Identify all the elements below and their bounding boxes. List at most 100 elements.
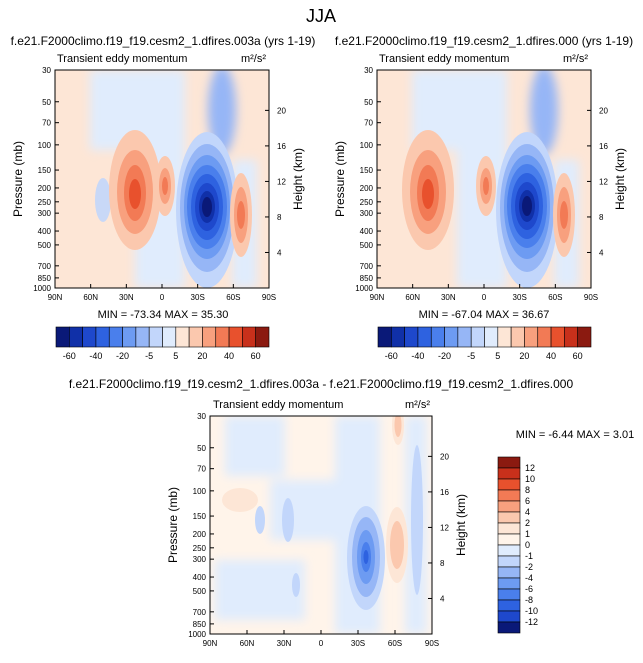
pressure-tick-label: 150 <box>193 512 207 521</box>
pressure-tick-label: 500 <box>193 587 207 596</box>
colorbar-box <box>497 610 521 623</box>
colorbar-label: 2 <box>525 518 530 528</box>
colorbar-box <box>457 326 472 348</box>
latitude-tick-label: 90N <box>203 639 218 648</box>
colorbar-label: 0 <box>525 540 530 550</box>
panel-a-units: m²/s² <box>241 53 266 65</box>
colorbar-label: 60 <box>573 351 583 361</box>
colorbar-label: -12 <box>525 617 538 627</box>
colorbar-box <box>497 478 521 491</box>
colorbar-box <box>564 326 578 348</box>
colorbar-box <box>497 467 521 480</box>
pressure-tick-label: 50 <box>197 444 206 453</box>
colorbar-box <box>497 588 521 601</box>
panel-a-title: f.e21.F2000climo.f19_f19.cesm2_1.dfires.… <box>11 34 316 48</box>
colorbar-box <box>82 326 97 348</box>
pressure-tick-label: 200 <box>360 184 374 193</box>
colorbar-label: -10 <box>525 606 538 616</box>
colorbar-box <box>135 326 150 348</box>
colorbar-label: 40 <box>546 351 556 361</box>
colorbar-label: -5 <box>145 351 153 361</box>
latitude-tick-label: 30N <box>119 293 134 302</box>
colorbar-box <box>497 500 521 513</box>
colorbar-box <box>148 326 163 348</box>
pressure-tick-label: 250 <box>38 198 52 207</box>
latitude-tick-label: 30S <box>351 639 365 648</box>
pressure-tick-label: 70 <box>197 465 206 474</box>
pressure-tick-label: 30 <box>42 66 51 75</box>
colorbar-box <box>497 544 521 557</box>
height-axis-label: Height (km) <box>454 494 468 556</box>
pressure-tick-label: 300 <box>193 555 207 564</box>
colorbar-label: 40 <box>224 351 234 361</box>
pressure-tick-label: 70 <box>364 119 373 128</box>
panel-a-plot <box>55 70 269 288</box>
colorbar-box <box>188 326 203 348</box>
height-tick-label: 12 <box>277 177 286 186</box>
latitude-tick-label: 60S <box>388 639 402 648</box>
height-tick-label: 20 <box>277 106 286 115</box>
colorbar-box <box>524 326 539 348</box>
panel-c-plot <box>210 416 432 634</box>
colorbar-label: -40 <box>89 351 102 361</box>
colorbar-box <box>69 326 83 348</box>
pressure-tick-label: 100 <box>38 141 52 150</box>
colorbar-box <box>497 522 521 535</box>
colorbar-label: -60 <box>63 351 76 361</box>
colorbar-label: 4 <box>525 507 530 517</box>
height-tick-label: 4 <box>599 248 604 257</box>
colorbar-box <box>162 326 177 348</box>
colorbar-box <box>202 326 217 348</box>
panel-c-title: f.e21.F2000climo.f19_f19.cesm2_1.dfires.… <box>69 377 574 391</box>
pressure-tick-label: 200 <box>38 184 52 193</box>
pressure-tick-label: 30 <box>364 66 373 75</box>
colorbar-label: 20 <box>519 351 529 361</box>
latitude-tick-label: 90N <box>48 293 63 302</box>
pressure-tick-label: 70 <box>42 119 51 128</box>
colorbar-box <box>550 326 565 348</box>
panel-a: f.e21.F2000climo.f19_f19.cesm2_1.dfires.… <box>11 34 316 361</box>
colorbar-box <box>417 326 432 348</box>
panel-b-colorbar: -60 -40 -20 -5 5 20 40 60 <box>377 326 592 361</box>
latitude-tick-label: 60S <box>548 293 562 302</box>
colorbar-label: -2 <box>525 562 533 572</box>
colorbar-box <box>255 326 270 348</box>
colorbar-label: 10 <box>525 474 535 484</box>
colorbar-box <box>242 326 256 348</box>
height-tick-label: 16 <box>440 488 449 497</box>
pressure-tick-label: 100 <box>360 141 374 150</box>
latitude-tick-label: 60N <box>83 293 98 302</box>
colorbar-label: -60 <box>385 351 398 361</box>
panel-b-minmax: MIN = -67.04 MAX = 36.67 <box>419 309 550 321</box>
colorbar-box <box>377 326 392 348</box>
pressure-tick-label: 850 <box>38 274 52 283</box>
panel-a-variable: Transient eddy momentum <box>57 53 187 65</box>
colorbar-box <box>228 326 243 348</box>
panel-b-units: m²/s² <box>563 53 588 65</box>
colorbar-label: 8 <box>525 485 530 495</box>
pressure-tick-label: 250 <box>360 198 374 207</box>
panel-b-pos-core-2 <box>476 156 496 216</box>
latitude-tick-label: 0 <box>160 293 165 302</box>
pressure-tick-label: 100 <box>193 487 207 496</box>
colorbar-box <box>497 489 521 502</box>
height-tick-label: 16 <box>277 142 286 151</box>
panel-c-axes: 305070100150200250300400500700850100090N… <box>166 412 468 648</box>
colorbar-box <box>497 621 521 634</box>
height-tick-label: 4 <box>277 248 282 257</box>
pressure-tick-label: 850 <box>193 620 207 629</box>
panel-a-neg-core <box>176 132 238 288</box>
colorbar-label: -6 <box>525 584 533 594</box>
panel-c-neg-core <box>347 506 385 610</box>
latitude-tick-label: 30S <box>191 293 205 302</box>
colorbar-label: -20 <box>438 351 451 361</box>
latitude-tick-label: 60N <box>405 293 420 302</box>
pressure-axis-label: Pressure (mb) <box>11 141 25 217</box>
pressure-tick-label: 30 <box>197 412 206 421</box>
colorbar-box <box>497 456 521 469</box>
colorbar-label: 6 <box>525 496 530 506</box>
colorbar-label: 60 <box>251 351 261 361</box>
colorbar-box <box>577 326 592 348</box>
panel-b-plot <box>377 70 591 288</box>
